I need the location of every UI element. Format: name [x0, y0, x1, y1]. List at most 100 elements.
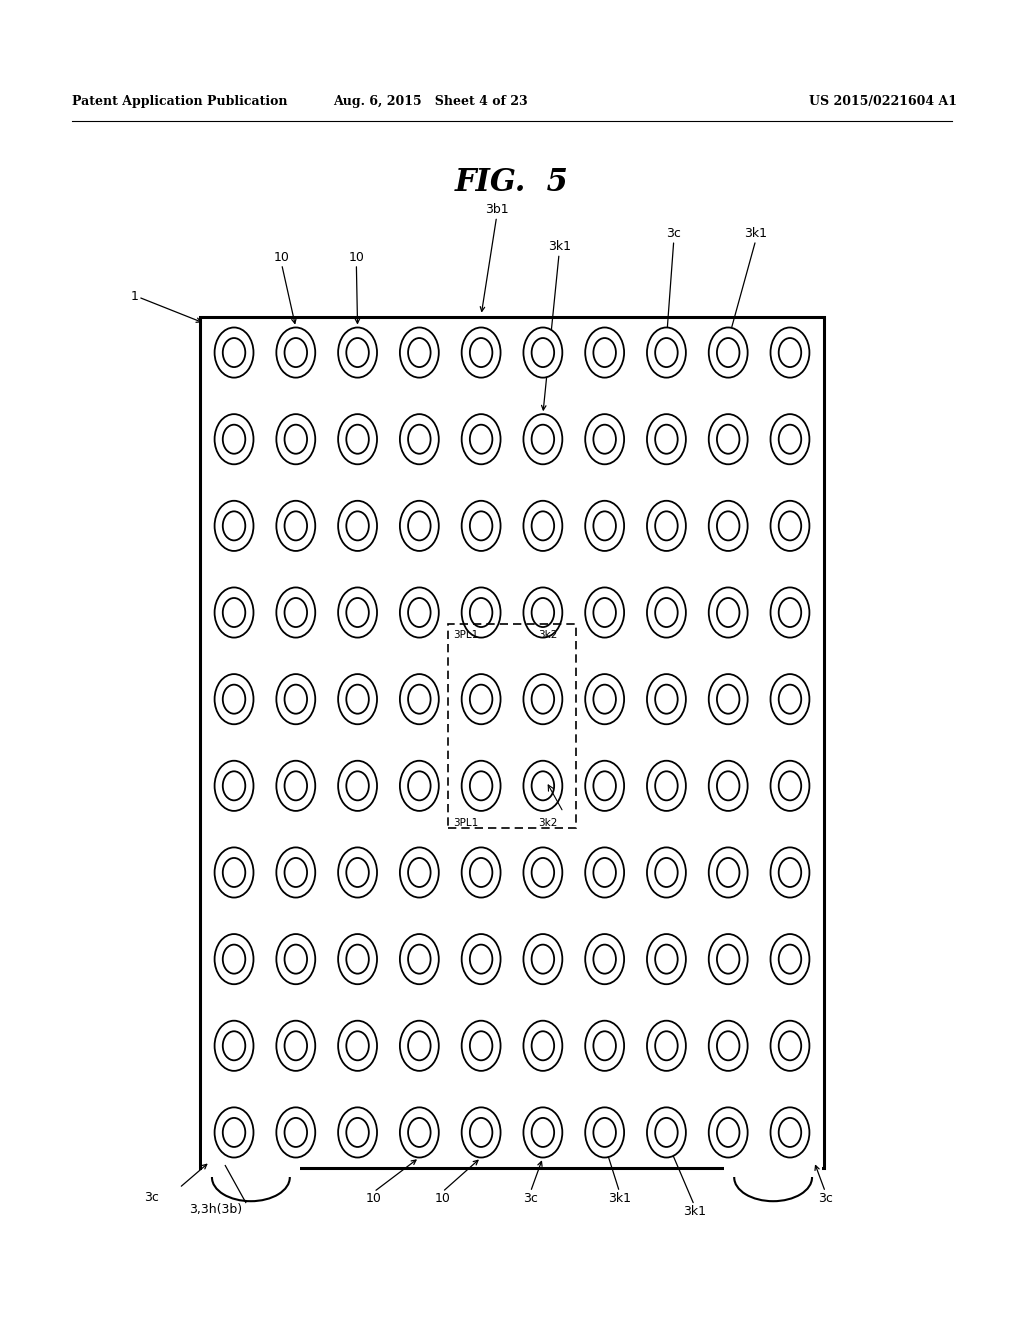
Circle shape	[215, 847, 254, 898]
Text: 3k2: 3k2	[538, 818, 557, 828]
Circle shape	[470, 771, 493, 800]
Circle shape	[647, 1107, 686, 1158]
Circle shape	[585, 935, 624, 985]
Circle shape	[462, 414, 501, 465]
Circle shape	[338, 500, 377, 550]
Circle shape	[647, 675, 686, 725]
Circle shape	[338, 935, 377, 985]
Circle shape	[409, 338, 431, 367]
Circle shape	[338, 1020, 377, 1071]
Circle shape	[400, 327, 439, 378]
Circle shape	[655, 1118, 678, 1147]
Circle shape	[276, 935, 315, 985]
Circle shape	[223, 598, 246, 627]
Circle shape	[531, 685, 554, 714]
Circle shape	[400, 587, 439, 638]
Circle shape	[593, 338, 615, 367]
Circle shape	[462, 847, 501, 898]
Circle shape	[778, 511, 801, 540]
Circle shape	[770, 760, 809, 810]
Text: Patent Application Publication: Patent Application Publication	[72, 95, 287, 108]
Circle shape	[276, 587, 315, 638]
Circle shape	[585, 847, 624, 898]
Circle shape	[338, 327, 377, 378]
Circle shape	[655, 338, 678, 367]
Circle shape	[585, 1020, 624, 1071]
Circle shape	[647, 1020, 686, 1071]
Circle shape	[276, 760, 315, 810]
Text: Aug. 6, 2015   Sheet 4 of 23: Aug. 6, 2015 Sheet 4 of 23	[333, 95, 527, 108]
Circle shape	[717, 338, 739, 367]
Circle shape	[709, 587, 748, 638]
Circle shape	[778, 338, 801, 367]
Circle shape	[778, 1031, 801, 1060]
Circle shape	[409, 858, 431, 887]
Circle shape	[717, 771, 739, 800]
Circle shape	[531, 1031, 554, 1060]
Text: 3k1: 3k1	[548, 240, 570, 253]
Circle shape	[338, 414, 377, 465]
Circle shape	[470, 858, 493, 887]
Circle shape	[470, 598, 493, 627]
Circle shape	[585, 587, 624, 638]
Circle shape	[585, 414, 624, 465]
Text: 3c: 3c	[818, 1192, 833, 1205]
Circle shape	[470, 511, 493, 540]
Text: 10: 10	[348, 251, 365, 264]
Circle shape	[593, 425, 615, 454]
Circle shape	[215, 1107, 254, 1158]
Circle shape	[585, 760, 624, 810]
Text: 10: 10	[273, 251, 290, 264]
Circle shape	[531, 511, 554, 540]
Circle shape	[409, 598, 431, 627]
Circle shape	[523, 760, 562, 810]
Circle shape	[462, 1020, 501, 1071]
Circle shape	[523, 500, 562, 550]
Circle shape	[709, 847, 748, 898]
Circle shape	[531, 598, 554, 627]
Circle shape	[770, 935, 809, 985]
Circle shape	[585, 327, 624, 378]
Circle shape	[285, 1031, 307, 1060]
Circle shape	[346, 945, 369, 974]
Circle shape	[770, 847, 809, 898]
Circle shape	[593, 1031, 615, 1060]
Circle shape	[593, 771, 615, 800]
Circle shape	[462, 327, 501, 378]
Circle shape	[778, 685, 801, 714]
Circle shape	[647, 760, 686, 810]
Circle shape	[409, 771, 431, 800]
Circle shape	[285, 771, 307, 800]
Circle shape	[770, 327, 809, 378]
Bar	[449, 623, 575, 829]
Circle shape	[470, 338, 493, 367]
Text: 3,3h(3b): 3,3h(3b)	[189, 1203, 243, 1216]
Circle shape	[523, 587, 562, 638]
Circle shape	[647, 414, 686, 465]
Circle shape	[717, 511, 739, 540]
Circle shape	[770, 587, 809, 638]
Circle shape	[717, 945, 739, 974]
Circle shape	[285, 1118, 307, 1147]
Circle shape	[409, 425, 431, 454]
Circle shape	[770, 1020, 809, 1071]
Circle shape	[770, 1107, 809, 1158]
Text: 3c: 3c	[144, 1191, 159, 1204]
Text: 3k1: 3k1	[608, 1192, 631, 1205]
Circle shape	[717, 1118, 739, 1147]
Circle shape	[647, 935, 686, 985]
Circle shape	[346, 338, 369, 367]
Circle shape	[346, 1118, 369, 1147]
Text: 3k1: 3k1	[744, 227, 767, 240]
Circle shape	[770, 675, 809, 725]
Circle shape	[470, 945, 493, 974]
Circle shape	[346, 425, 369, 454]
Circle shape	[709, 1020, 748, 1071]
Circle shape	[409, 1031, 431, 1060]
Circle shape	[655, 511, 678, 540]
Circle shape	[647, 587, 686, 638]
Circle shape	[400, 935, 439, 985]
Circle shape	[770, 414, 809, 465]
Circle shape	[400, 500, 439, 550]
Circle shape	[276, 500, 315, 550]
